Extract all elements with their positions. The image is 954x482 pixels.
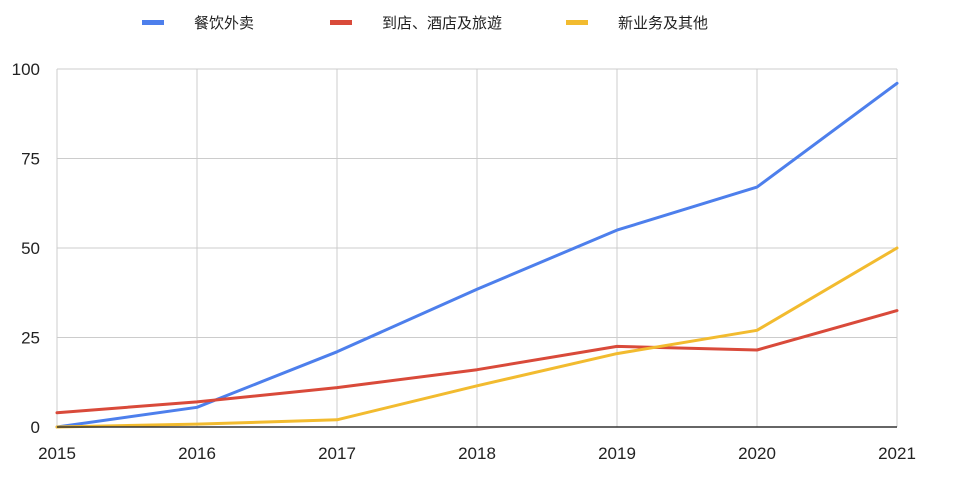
legend-label-1: 到店、酒店及旅遊: [382, 15, 502, 32]
legend-swatch-0: [142, 20, 164, 25]
legend-swatch-1: [330, 20, 352, 25]
x-tick-label: 2017: [318, 444, 356, 463]
x-tick-label: 2015: [38, 444, 76, 463]
y-tick-label: 0: [31, 418, 40, 437]
series-line-0: [55, 81, 899, 429]
y-axis-tick-labels: 0 25 50 75 100: [12, 60, 40, 437]
x-axis-tick-labels: 2015 2016 2017 2018 2019 2020 2021: [38, 444, 916, 463]
x-tick-label: 2020: [738, 444, 776, 463]
series-line-1: [55, 309, 899, 415]
series-line-2: [55, 246, 899, 429]
x-tick-label: 2018: [458, 444, 496, 463]
y-tick-label: 100: [12, 60, 40, 79]
y-tick-label: 25: [21, 329, 40, 348]
gridlines: [56, 68, 898, 427]
legend-swatch-2: [566, 20, 588, 25]
legend-label-0: 餐饮外卖: [194, 15, 254, 32]
y-tick-label: 50: [21, 239, 40, 258]
x-tick-label: 2021: [878, 444, 916, 463]
legend: 餐饮外卖 到店、酒店及旅遊 新业务及其他: [142, 15, 708, 32]
x-tick-label: 2019: [598, 444, 636, 463]
y-tick-label: 75: [21, 150, 40, 169]
series-lines: [55, 81, 899, 429]
legend-label-2: 新业务及其他: [618, 15, 708, 32]
x-tick-label: 2016: [178, 444, 216, 463]
